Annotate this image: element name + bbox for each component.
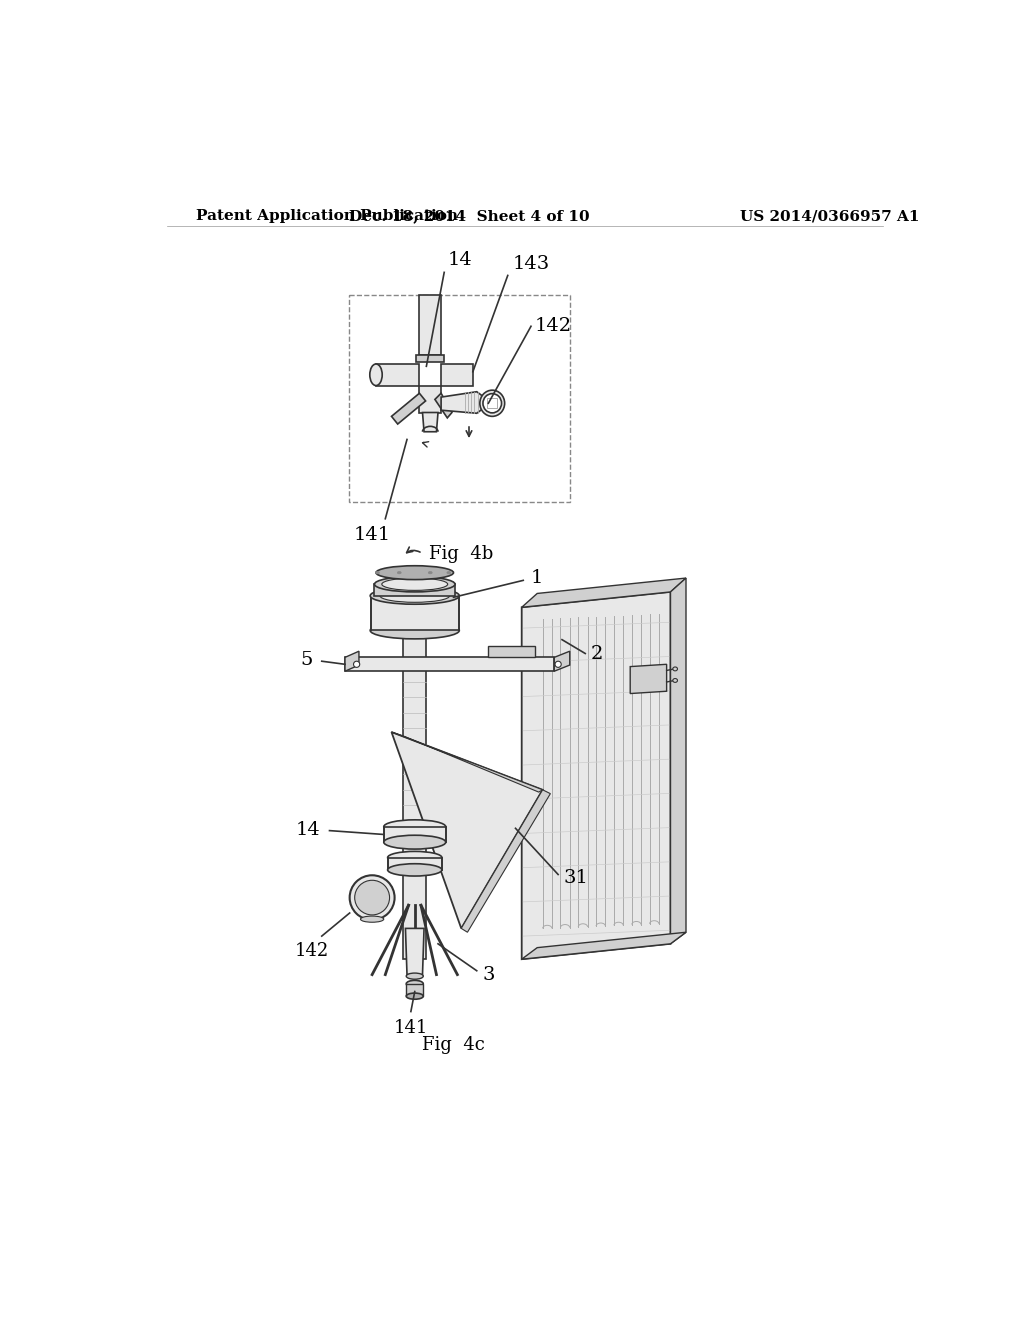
Polygon shape xyxy=(388,858,442,870)
Text: 143: 143 xyxy=(512,255,550,273)
Ellipse shape xyxy=(353,661,359,668)
Bar xyxy=(486,397,497,408)
Text: 14: 14 xyxy=(447,251,472,268)
Ellipse shape xyxy=(428,572,432,574)
Polygon shape xyxy=(384,826,445,842)
Ellipse shape xyxy=(480,391,505,416)
Ellipse shape xyxy=(673,678,678,682)
Ellipse shape xyxy=(384,820,445,834)
Text: Patent Application Publication: Patent Application Publication xyxy=(197,209,458,223)
Polygon shape xyxy=(488,645,535,657)
Polygon shape xyxy=(521,578,686,607)
Polygon shape xyxy=(423,412,438,432)
Ellipse shape xyxy=(371,587,460,605)
Ellipse shape xyxy=(360,916,384,923)
Ellipse shape xyxy=(380,589,450,602)
Polygon shape xyxy=(441,392,483,413)
Ellipse shape xyxy=(376,572,380,574)
Text: 142: 142 xyxy=(535,317,572,335)
Polygon shape xyxy=(376,364,420,385)
Ellipse shape xyxy=(555,661,561,668)
Ellipse shape xyxy=(407,993,423,999)
Ellipse shape xyxy=(354,880,389,915)
Text: 1: 1 xyxy=(531,569,544,587)
Polygon shape xyxy=(461,789,550,932)
Polygon shape xyxy=(403,620,426,960)
Ellipse shape xyxy=(370,364,382,385)
Text: 141: 141 xyxy=(353,527,391,544)
Polygon shape xyxy=(391,393,426,424)
Polygon shape xyxy=(371,595,459,631)
Ellipse shape xyxy=(407,981,423,987)
Ellipse shape xyxy=(371,622,460,639)
Polygon shape xyxy=(435,393,452,418)
Ellipse shape xyxy=(407,973,423,979)
Text: 5: 5 xyxy=(300,652,312,669)
Polygon shape xyxy=(521,591,671,960)
Ellipse shape xyxy=(382,578,447,590)
Polygon shape xyxy=(406,928,424,974)
Bar xyxy=(349,296,569,502)
Ellipse shape xyxy=(384,836,445,849)
Ellipse shape xyxy=(397,572,401,574)
Polygon shape xyxy=(420,296,441,355)
Ellipse shape xyxy=(376,566,454,579)
Polygon shape xyxy=(441,364,473,385)
Text: 3: 3 xyxy=(482,966,495,983)
Polygon shape xyxy=(521,932,686,960)
Polygon shape xyxy=(391,733,543,792)
Ellipse shape xyxy=(483,393,502,413)
Ellipse shape xyxy=(349,875,394,920)
Polygon shape xyxy=(420,385,441,412)
Ellipse shape xyxy=(375,577,455,591)
Text: 2: 2 xyxy=(591,644,603,663)
Polygon shape xyxy=(554,651,569,671)
Text: 142: 142 xyxy=(295,942,329,960)
Text: Fig  4b: Fig 4b xyxy=(429,545,494,562)
Polygon shape xyxy=(630,664,667,693)
Polygon shape xyxy=(417,355,444,363)
Text: US 2014/0366957 A1: US 2014/0366957 A1 xyxy=(740,209,920,223)
Polygon shape xyxy=(345,651,359,671)
Ellipse shape xyxy=(446,572,451,574)
Text: 14: 14 xyxy=(296,821,321,838)
Polygon shape xyxy=(407,983,423,997)
Polygon shape xyxy=(671,578,686,944)
Polygon shape xyxy=(375,585,455,595)
Ellipse shape xyxy=(388,863,442,876)
Text: 31: 31 xyxy=(563,870,589,887)
Polygon shape xyxy=(391,733,543,928)
Text: Fig  4c: Fig 4c xyxy=(422,1036,485,1055)
Polygon shape xyxy=(345,657,554,671)
Text: 141: 141 xyxy=(393,1019,428,1038)
Ellipse shape xyxy=(673,667,678,671)
Text: Dec. 18, 2014  Sheet 4 of 10: Dec. 18, 2014 Sheet 4 of 10 xyxy=(349,209,590,223)
Ellipse shape xyxy=(388,851,442,863)
